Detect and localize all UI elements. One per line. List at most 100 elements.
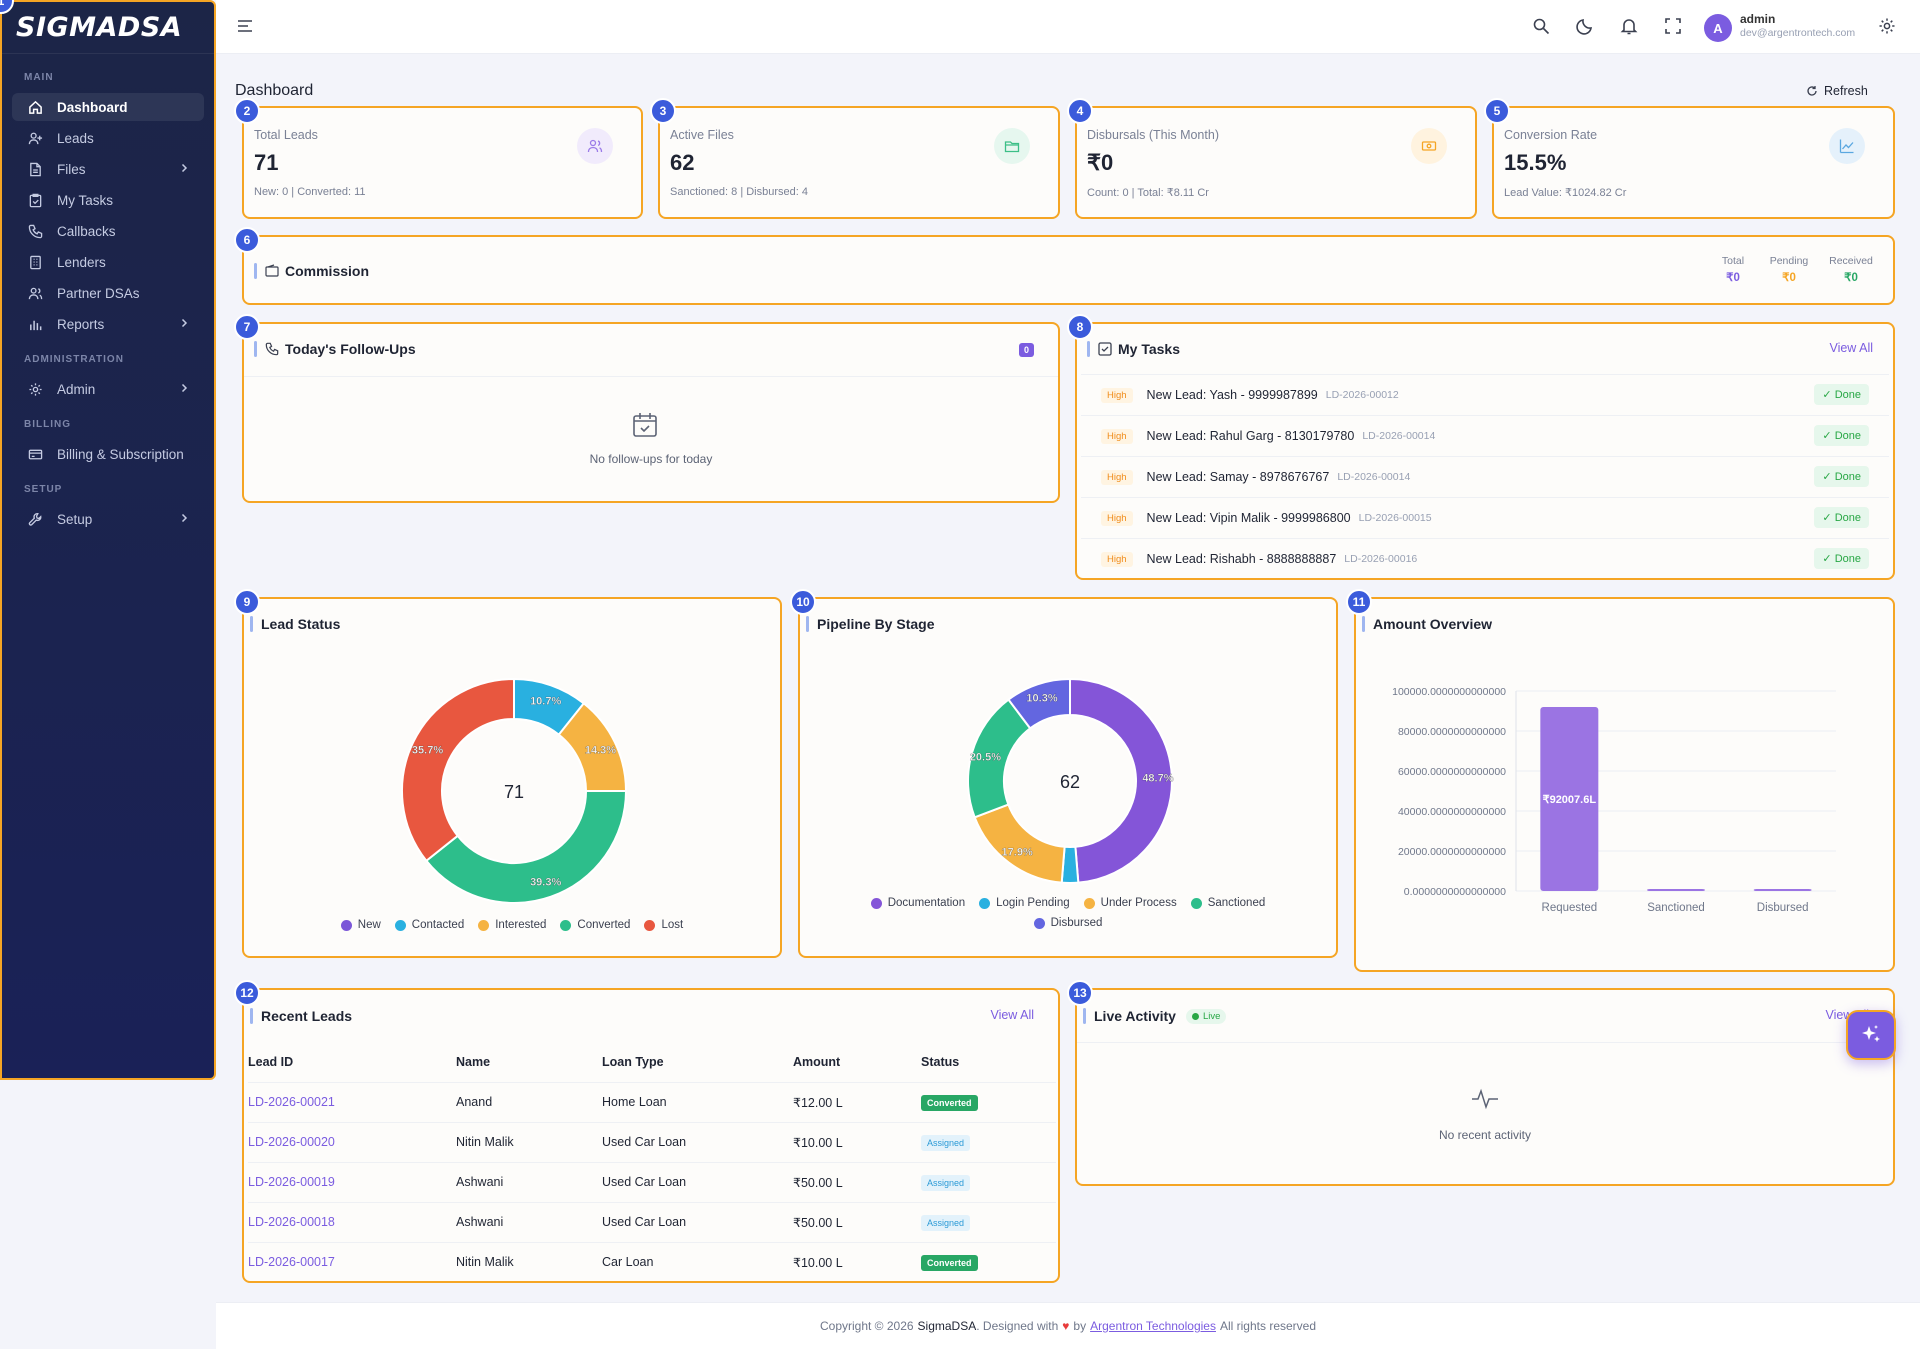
sidebar-item-label: Partner DSAs [57, 285, 140, 301]
sidebar-item-partner-dsas[interactable]: Partner DSAs [12, 279, 204, 307]
user-plus-icon [28, 132, 43, 144]
bar-sanctioned[interactable] [1647, 889, 1705, 891]
sidebar-item-leads[interactable]: Leads [12, 124, 204, 152]
bar-requested[interactable] [1540, 706, 1599, 891]
legend-item-documentation[interactable]: Documentation [870, 897, 965, 909]
legend-item-lost[interactable]: Lost [644, 919, 683, 931]
bar-disbursed[interactable] [1753, 889, 1812, 891]
refresh-button[interactable]: Refresh [1806, 84, 1868, 98]
table-row[interactable]: LD-2026-00019 Ashwani Used Car Loan ₹50.… [248, 1161, 1056, 1202]
legend-item-converted[interactable]: Converted [560, 919, 630, 931]
sidebar-section-administration: ADMINISTRATION [24, 354, 124, 365]
done-button[interactable]: ✓ Done [1814, 507, 1869, 528]
fullscreen-icon[interactable] [1664, 17, 1682, 35]
title-accent [250, 616, 253, 632]
column-header[interactable]: Lead ID [248, 1054, 294, 1069]
sidebar-item-lenders[interactable]: Lenders [12, 248, 204, 276]
recent-leads-view-all-link[interactable]: View All [990, 1008, 1034, 1022]
donut-slice-lost[interactable] [401, 677, 515, 863]
status-cell: Converted [921, 1241, 1056, 1282]
users-icon [577, 128, 613, 164]
sidebar-item-setup[interactable]: Setup [12, 505, 204, 533]
legend-item-sanctioned[interactable]: Sanctioned [1190, 897, 1265, 909]
tasks-view-all-link[interactable]: View All [1829, 341, 1873, 355]
done-button[interactable]: ✓ Done [1814, 548, 1869, 569]
brand-logo[interactable]: SIGMADSA [2, 2, 214, 54]
chevron-right-icon [181, 318, 188, 328]
donut-slice-documentation[interactable] [1069, 677, 1173, 884]
sidebar-item-my-tasks[interactable]: My Tasks [12, 186, 204, 214]
legend-item-new[interactable]: New [340, 919, 381, 931]
task-row[interactable]: High New Lead: Samay - 8978676767 LD-202… [1081, 456, 1889, 497]
legend-item-interested[interactable]: Interested [478, 919, 546, 931]
moon-icon[interactable] [1576, 17, 1594, 35]
task-row[interactable]: High New Lead: Rahul Garg - 8130179780 L… [1081, 415, 1889, 456]
sidebar-item-dashboard[interactable]: Dashboard [12, 93, 204, 121]
legend-swatch [478, 919, 490, 931]
sidebar-item-files[interactable]: Files [12, 155, 204, 183]
ai-assistant-button[interactable] [1846, 1010, 1896, 1060]
footer-brand: SigmaDSA [917, 1319, 977, 1333]
bell-icon[interactable] [1620, 17, 1638, 35]
lead-id-link[interactable]: LD-2026-00017 [248, 1241, 456, 1282]
legend-label: Contacted [411, 919, 465, 931]
task-row[interactable]: High New Lead: Rishabh - 8888888887 LD-2… [1081, 538, 1889, 579]
column-header[interactable]: Amount [793, 1054, 841, 1069]
slice-data-label: 17.9% [1002, 846, 1033, 858]
footer-company-link[interactable]: Argentron Technologies [1090, 1319, 1216, 1333]
table-row[interactable]: LD-2026-00018 Ashwani Used Car Loan ₹50.… [248, 1201, 1056, 1242]
user-name[interactable]: admin [1740, 12, 1776, 26]
lead-status-card: 9 Lead Status 10.7% 14.3% 39.3% 35.7% 71 New… [234, 589, 782, 958]
stat-value: 15.5% [1504, 150, 1567, 175]
task-title: New Lead: Yash - 9999987899 [1146, 388, 1318, 402]
live-activity-card: 13 Live Activity Live View All No recent… [1067, 980, 1895, 1186]
column-header[interactable]: Name [456, 1054, 491, 1069]
legend-item-disbursed[interactable]: Disbursed [1033, 917, 1102, 929]
legend-item-contacted[interactable]: Contacted [394, 919, 465, 931]
legend-item-login-pending[interactable]: Login Pending [979, 897, 1070, 909]
commission-pending-label: Pending [1769, 255, 1809, 267]
title-accent [254, 341, 257, 357]
column-header[interactable]: Status [921, 1054, 960, 1069]
lead-amount: ₹10.00 L [793, 1121, 921, 1162]
donut-slice-under-process[interactable] [973, 803, 1066, 884]
sidebar-item-reports[interactable]: Reports [12, 310, 204, 338]
search-icon[interactable] [1532, 17, 1550, 35]
sidebar-item-label: Dashboard [57, 99, 128, 115]
task-row[interactable]: High New Lead: Vipin Malik - 9999986800 … [1081, 497, 1889, 538]
avatar[interactable]: A [1704, 14, 1732, 42]
done-button[interactable]: ✓ Done [1814, 384, 1869, 405]
table-row[interactable]: LD-2026-00017 Nitin Malik Car Loan ₹10.0… [248, 1241, 1056, 1282]
menu-icon[interactable] [236, 17, 254, 35]
divider [244, 376, 1058, 377]
commission-title-text: Commission [285, 263, 370, 279]
footer-suffix: All rights reserved [1219, 1319, 1317, 1333]
done-button[interactable]: ✓ Done [1814, 466, 1869, 487]
legend-swatch [394, 919, 406, 931]
sidebar-item-billing[interactable]: Billing & Subscription [12, 440, 204, 468]
donut-slice-converted[interactable] [424, 790, 628, 904]
lead-id-link[interactable]: LD-2026-00020 [248, 1121, 456, 1162]
sidebar-item-callbacks[interactable]: Callbacks [12, 217, 204, 245]
lead-id-link[interactable]: LD-2026-00019 [248, 1161, 456, 1202]
legend-label: New [357, 919, 381, 931]
annotation-badge: 11 [1346, 589, 1372, 615]
sidebar-item-admin[interactable]: Admin [12, 375, 204, 403]
table-row[interactable]: LD-2026-00021 Anand Home Loan ₹12.00 L C… [248, 1081, 1056, 1122]
lead-id-link[interactable]: LD-2026-00021 [248, 1081, 456, 1122]
legend-item-under-process[interactable]: Under Process [1083, 897, 1177, 909]
gear-icon[interactable] [1878, 17, 1896, 35]
footer-by: by [1073, 1319, 1087, 1333]
annotation-badge: 5 [1484, 98, 1510, 124]
slice-data-label: 20.5% [970, 752, 1001, 764]
task-row[interactable]: High New Lead: Yash - 9999987899 LD-2026… [1081, 374, 1889, 415]
table-row[interactable]: LD-2026-00020 Nitin Malik Used Car Loan … [248, 1121, 1056, 1162]
recent-leads-title-text: Recent Leads [261, 1008, 353, 1024]
done-button[interactable]: ✓ Done [1814, 425, 1869, 446]
column-header[interactable]: Loan Type [602, 1054, 664, 1069]
stat-label: Conversion Rate [1504, 128, 1598, 142]
lead-id-link[interactable]: LD-2026-00018 [248, 1201, 456, 1242]
stat-sub: New: 0 | Converted: 11 [254, 186, 366, 198]
donut-slice-disbursed[interactable] [1007, 677, 1071, 730]
stat-sub: Sanctioned: 8 | Disbursed: 4 [670, 186, 808, 198]
